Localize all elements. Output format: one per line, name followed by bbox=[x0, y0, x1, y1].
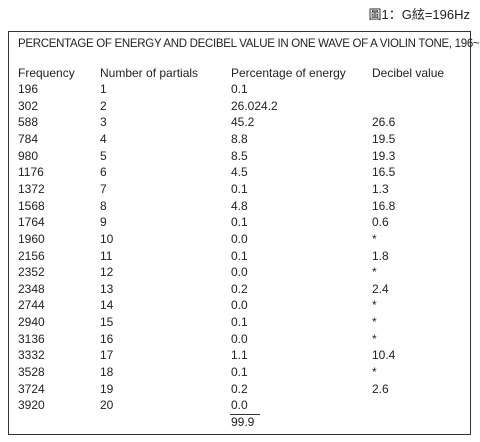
table-cell: 0.2 bbox=[231, 281, 248, 296]
table-cell: 26.024.2 bbox=[231, 98, 278, 113]
table-cell: 3528 bbox=[18, 365, 45, 380]
table-cell: 3332 bbox=[18, 348, 45, 363]
table-cell: * bbox=[372, 315, 377, 330]
table-cell: 784 bbox=[18, 131, 39, 146]
table-cell: 302 bbox=[18, 98, 39, 113]
table-cell: 11 bbox=[100, 248, 113, 263]
table-cell: 0.1 bbox=[231, 82, 248, 96]
table-cell: * bbox=[372, 365, 377, 380]
table-cell: 8 bbox=[100, 198, 107, 213]
table-cell: 1568 bbox=[18, 198, 45, 213]
table-cell: 0.1 bbox=[231, 181, 248, 196]
table-cell: 16.8 bbox=[372, 198, 396, 213]
table-cell: 13 bbox=[100, 281, 114, 296]
table-cell: 5 bbox=[100, 148, 107, 163]
table-title: PERCENTAGE OF ENERGY AND DECIBEL VALUE I… bbox=[18, 38, 480, 50]
table-cell: 18 bbox=[100, 365, 114, 380]
table-cell: 17 bbox=[100, 348, 114, 363]
table-cell: 6 bbox=[100, 165, 107, 180]
total-rule bbox=[230, 414, 260, 415]
table-cell: 26.6 bbox=[372, 115, 396, 130]
table-cell: 2.6 bbox=[372, 381, 389, 396]
table-cell: 20 bbox=[100, 398, 114, 413]
table-cell: 19.5 bbox=[372, 131, 396, 146]
table-cell: 0.0 bbox=[231, 298, 248, 313]
table-cell: 1 bbox=[100, 82, 107, 96]
table-cell: 2.4 bbox=[372, 281, 389, 296]
table-cell: 4.8 bbox=[231, 198, 248, 213]
table-cell: 2348 bbox=[18, 281, 45, 296]
table-cell: 1.3 bbox=[372, 181, 389, 196]
table-cell: 2744 bbox=[18, 298, 45, 313]
total: 99.9 bbox=[231, 415, 255, 429]
table-cell: 2 bbox=[100, 98, 107, 113]
table-cell: 10 bbox=[100, 231, 114, 246]
table-cell: 3724 bbox=[18, 381, 45, 396]
table-cell: 0.1 bbox=[231, 248, 248, 263]
table-cell: 2352 bbox=[18, 265, 45, 280]
table-cell: 19.3 bbox=[372, 148, 396, 163]
table-cell: 1176 bbox=[18, 165, 44, 180]
table-cell: 1372 bbox=[18, 181, 45, 196]
table-cell: 8.5 bbox=[231, 148, 248, 163]
table-cell: * bbox=[372, 265, 377, 280]
table-cell: * bbox=[372, 298, 377, 313]
table-cell: 0.0 bbox=[231, 331, 248, 346]
table-cell: 2156 bbox=[18, 248, 45, 263]
table-cell: 0.1 bbox=[231, 215, 248, 230]
table-cell: 16.5 bbox=[372, 165, 396, 180]
table-cell: 588 bbox=[18, 115, 39, 130]
figure-label: 圖1：G絃=196Hz bbox=[368, 7, 470, 22]
table-cell: 1960 bbox=[18, 231, 45, 246]
table-cell: 1764 bbox=[18, 215, 45, 230]
table-cell: 3920 bbox=[18, 398, 45, 413]
table-cell: 0.0 bbox=[231, 231, 248, 246]
table-cell: 0.2 bbox=[231, 381, 248, 396]
table-cell: 0.1 bbox=[231, 365, 248, 380]
column-header: Percentage of energy bbox=[231, 66, 346, 80]
table-cell: 1.1 bbox=[231, 348, 248, 363]
table-cell: 0.6 bbox=[372, 215, 389, 230]
column-header: Decibel value bbox=[372, 66, 445, 80]
table-box: PERCENTAGE OF ENERGY AND DECIBEL VALUE I… bbox=[8, 31, 480, 435]
table-cell: 7 bbox=[100, 181, 107, 196]
table-cell: 0.0 bbox=[231, 265, 248, 280]
table-cell: 4.5 bbox=[231, 165, 248, 180]
table-cell: 12 bbox=[100, 265, 114, 280]
table-cell: 0.0 bbox=[231, 398, 248, 413]
table-cell: 9 bbox=[100, 215, 107, 230]
table-cell: 45.2 bbox=[231, 115, 255, 130]
table-cell: 2940 bbox=[18, 315, 45, 330]
table-cell: * bbox=[372, 231, 377, 246]
table-cell: 3 bbox=[100, 115, 107, 130]
table-cell: 8.8 bbox=[231, 131, 248, 146]
table-cell: 14 bbox=[100, 298, 114, 313]
table-cell: 980 bbox=[18, 148, 39, 163]
table-cell: 0.1 bbox=[231, 315, 248, 330]
table-cell: 1.8 bbox=[372, 248, 389, 263]
table-cell: * bbox=[372, 331, 377, 346]
table-cell: 4 bbox=[100, 131, 107, 146]
table-cell: 16 bbox=[100, 331, 114, 346]
table-cell: 19 bbox=[100, 381, 114, 396]
table-cell: 15 bbox=[100, 315, 114, 330]
column-header: Number of partials bbox=[100, 66, 199, 80]
table-cell: 196 bbox=[18, 82, 39, 96]
table-cell: 3136 bbox=[18, 331, 45, 346]
column-header: Frequency bbox=[18, 66, 75, 80]
table-cell: 10.4 bbox=[372, 348, 396, 363]
